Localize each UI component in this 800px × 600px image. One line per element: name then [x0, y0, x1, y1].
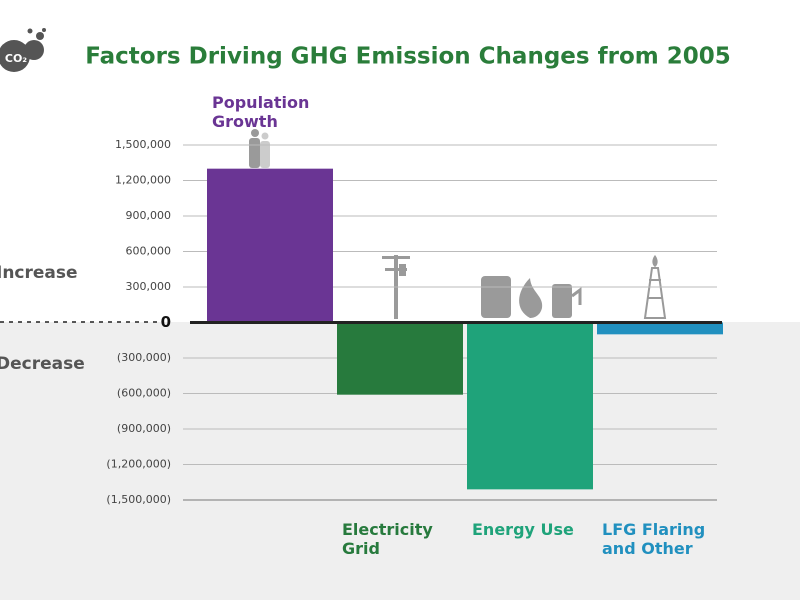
icon-rig: [652, 255, 658, 267]
logo-cloud: [0, 40, 30, 72]
logo-cloud: [24, 40, 44, 60]
y-tick-label: 1,200,000: [115, 174, 171, 187]
logo-dot: [42, 28, 46, 32]
y-tick-label: (600,000): [117, 387, 171, 400]
category-label: LFG Flaring and Other: [602, 520, 706, 558]
category-label: Energy Use: [472, 520, 574, 539]
y-tick-label: 900,000: [126, 209, 172, 222]
y-tick-label: (900,000): [117, 422, 171, 435]
icon-pole: [399, 264, 406, 276]
icon-person: [261, 132, 269, 140]
category-label: Population Growth: [212, 92, 310, 131]
bar: [467, 322, 593, 490]
bar: [597, 322, 723, 335]
icon-person: [251, 129, 259, 137]
bar: [337, 322, 463, 395]
y-tick-label: (300,000): [117, 351, 171, 364]
category-label: Electricity Grid: [342, 520, 433, 558]
decrease-label: Decrease: [0, 354, 85, 374]
icon-pole: [385, 268, 407, 271]
logo-dot: [27, 28, 33, 34]
icon-outlet: [481, 276, 511, 318]
icon-pump: [571, 287, 582, 305]
icon-person: [260, 141, 270, 168]
y-tick-label: 0: [161, 313, 171, 331]
y-tick-label: (1,500,000): [106, 493, 171, 506]
y-tick-label: (1,200,000): [106, 458, 171, 471]
logo-dot: [36, 32, 44, 40]
y-tick-label: 1,500,000: [115, 138, 171, 151]
y-tick-label: 300,000: [126, 280, 172, 293]
logo-text: CO₂: [5, 52, 27, 65]
icon-pump: [552, 284, 572, 318]
bar: [207, 168, 333, 323]
increase-label: Increase: [0, 263, 78, 283]
icon-pole: [382, 256, 410, 259]
icon-rig: [643, 267, 667, 319]
y-tick-label: 600,000: [126, 245, 172, 258]
icon-person: [249, 138, 260, 168]
chart-title: Factors Driving GHG Emission Changes fro…: [85, 44, 730, 70]
icon-flame: [519, 278, 543, 318]
logo: CO₂: [0, 28, 46, 72]
